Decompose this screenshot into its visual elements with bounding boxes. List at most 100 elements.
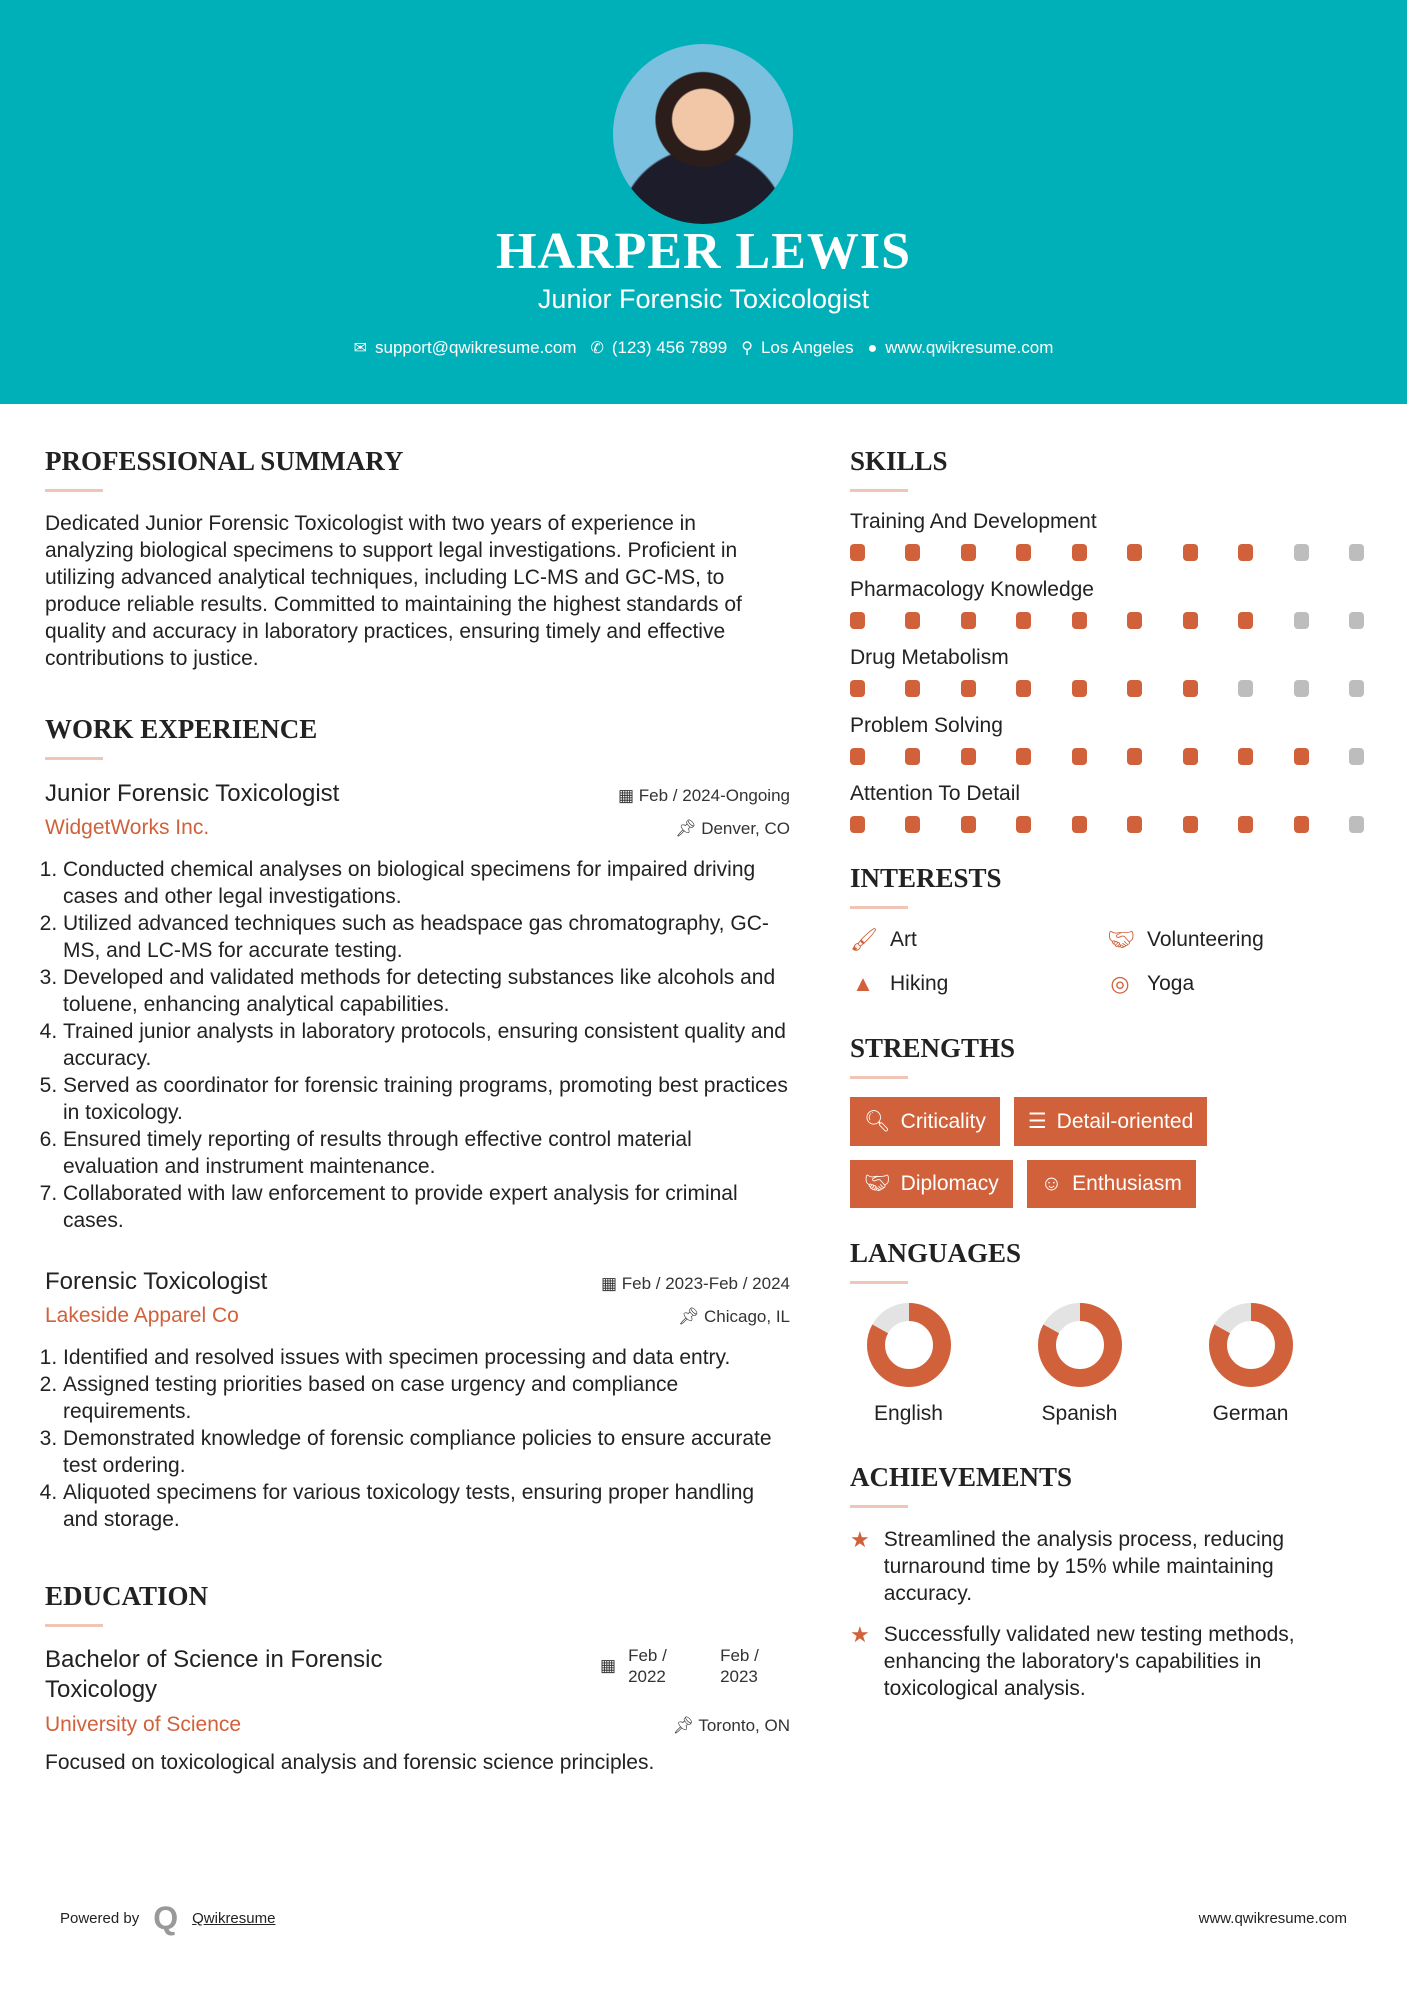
interest-item: 🤝︎ Volunteering <box>1107 927 1364 953</box>
rating-dot <box>960 612 976 629</box>
rating-dot <box>1182 748 1198 765</box>
heading-underline <box>850 906 908 909</box>
strength-label: Detail-oriented <box>1056 1109 1194 1133</box>
strength-tag: ☰ Detail-oriented <box>1013 1097 1208 1146</box>
powered-by-label: Powered by <box>60 1910 140 1927</box>
website[interactable]: www.qwikresume.com <box>885 338 1054 357</box>
skill-name: Pharmacology Knowledge <box>850 578 1094 601</box>
interest-label: Art <box>890 928 917 951</box>
brand-link[interactable]: Qwikresume <box>192 1910 276 1927</box>
rating-dot <box>960 816 976 833</box>
interests-heading: INTERESTS <box>850 863 1002 893</box>
list-item: Served as coordinator for forensic train… <box>63 1072 790 1126</box>
list-item: Identified and resolved issues with spec… <box>63 1344 790 1371</box>
language-item: Spanish <box>1037 1302 1122 1426</box>
job-dates: Feb / 2023-Feb / 2024 <box>621 1274 790 1293</box>
achievement-item: ★ Streamlined the analysis process, reduc… <box>850 1526 1365 1607</box>
rating-dot <box>1238 612 1254 629</box>
skill-rating <box>850 748 1364 765</box>
rating-dot <box>1127 612 1143 629</box>
strength-tag: 🔍︎ Criticality <box>850 1097 1000 1146</box>
rating-dot <box>960 680 976 697</box>
language-item: English <box>866 1302 951 1426</box>
rating-dot <box>1016 748 1032 765</box>
interest-label: Volunteering <box>1147 928 1264 951</box>
job-dates: Feb / 2024-Ongoing <box>638 786 790 805</box>
rating-dot <box>1016 816 1032 833</box>
heading-underline <box>45 757 103 760</box>
pin-icon: 📌︎ <box>672 1716 699 1735</box>
rating-dot <box>850 680 865 697</box>
skill-item: Attention To Detail <box>850 782 1365 833</box>
resume-header: HARPER LEWIS Junior Forensic Toxicologis… <box>0 0 1407 404</box>
rating-dot <box>960 544 976 561</box>
skill-rating <box>850 680 1364 697</box>
skill-rating <box>850 612 1364 629</box>
rating-dot <box>905 680 921 697</box>
phone[interactable]: (123) 456 7899 <box>611 338 728 357</box>
list-item: Developed and validated methods for dete… <box>63 964 790 1018</box>
education-heading: EDUCATION <box>45 1581 209 1611</box>
experience-heading: WORK EXPERIENCE <box>45 714 318 744</box>
smile-icon: ☺ <box>1040 1172 1063 1195</box>
interest-label: Hiking <box>890 972 949 995</box>
rating-dot <box>1182 612 1198 629</box>
job-location: Chicago, IL <box>704 1307 790 1326</box>
footer-website[interactable]: www.qwikresume.com <box>1198 1910 1347 1927</box>
right-column: SKILLS Training And Development Pharmacol… <box>850 404 1365 1716</box>
donut-fill <box>1209 1303 1293 1387</box>
skills-heading: SKILLS <box>850 446 948 476</box>
interest-item: ◎ Yoga <box>1107 971 1364 997</box>
rating-dot <box>905 748 921 765</box>
summary-heading: PROFESSIONAL SUMMARY <box>45 446 404 476</box>
school: University of Science <box>45 1713 242 1736</box>
education-dates: ▦ Feb / 2022 Feb / 2023 <box>600 1645 790 1687</box>
list-item: Utilized advanced techniques such as hea… <box>63 910 790 964</box>
rating-dot <box>1293 612 1309 629</box>
email[interactable]: support@qwikresume.com <box>374 338 577 357</box>
job-location: Denver, CO <box>701 819 790 838</box>
calendar-icon: ▦ <box>617 786 639 805</box>
rating-dot <box>960 748 976 765</box>
candidate-title: Junior Forensic Toxicologist <box>537 284 870 314</box>
interest-item: ▲ Hiking <box>850 971 1107 997</box>
company-name: Lakeside Apparel Co <box>45 1304 239 1327</box>
responsibilities-list: Identified and resolved issues with spec… <box>45 1344 790 1533</box>
location-icon: ⚲ <box>741 340 753 357</box>
list-item: Assigned testing priorities based on cas… <box>63 1371 790 1425</box>
footer: Powered by Q Qwikresume www.qwikresume.c… <box>60 1900 1347 1937</box>
rating-dot <box>1348 680 1364 697</box>
rating-dot <box>1071 680 1087 697</box>
rating-dot <box>1071 816 1087 833</box>
calendar-icon: ▦ <box>600 1656 617 1675</box>
rating-dot <box>1293 544 1309 561</box>
strength-tag: ☺ Enthusiasm <box>1026 1160 1196 1208</box>
rating-dot <box>1348 748 1364 765</box>
interest-label: Yoga <box>1147 972 1195 995</box>
globe-icon: ● <box>867 340 878 357</box>
degree: Bachelor of Science in Forensic Toxicolo… <box>45 1646 383 1703</box>
list-item: Demonstrated knowledge of forensic compl… <box>63 1425 790 1479</box>
job-entry: Forensic Toxicologist ▦ Feb / 2023-Feb /… <box>45 1268 790 1533</box>
interest-item: 🖌︎ Art <box>850 927 1107 953</box>
language-name: Spanish <box>1041 1402 1118 1425</box>
rating-dot <box>905 816 921 833</box>
rating-dot <box>1293 748 1309 765</box>
rating-dot <box>850 748 865 765</box>
list-item: Collaborated with law enforcement to pro… <box>63 1180 790 1234</box>
rating-dot <box>850 816 865 833</box>
list-icon: ☰ <box>1027 1110 1047 1133</box>
job-entry: Junior Forensic Toxicologist ▦ Feb / 202… <box>45 780 790 1234</box>
heading-underline <box>850 1281 908 1284</box>
donut-fill <box>1038 1303 1122 1387</box>
tree-icon: ▲ <box>852 971 874 996</box>
strength-label: Enthusiasm <box>1072 1172 1182 1195</box>
end-date: Feb / 2023 <box>720 1646 759 1686</box>
list-item: Ensured timely reporting of results thro… <box>63 1126 790 1180</box>
rating-dot <box>1348 544 1364 561</box>
achievements-heading: ACHIEVEMENTS <box>850 1462 1073 1492</box>
strength-tag: 🤝︎ Diplomacy <box>850 1160 1013 1208</box>
heading-underline <box>850 1505 908 1508</box>
list-item: Trained junior analysts in laboratory pr… <box>63 1018 790 1072</box>
rating-dot <box>1016 544 1032 561</box>
